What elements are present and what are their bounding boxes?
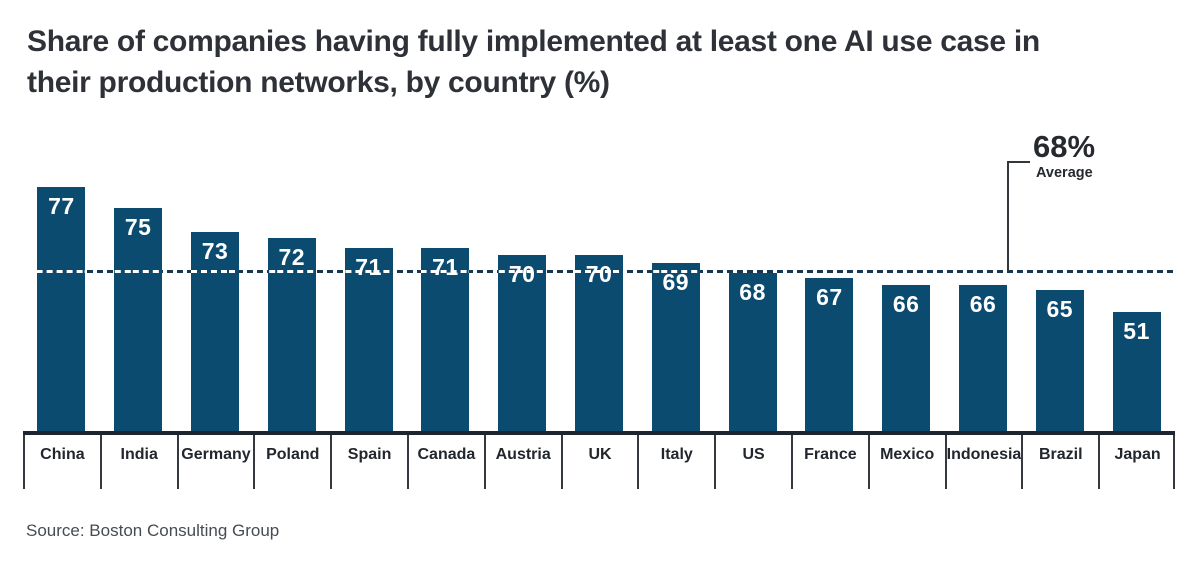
category-label: UK: [588, 446, 612, 463]
bar-value-label: 75: [124, 214, 152, 240]
bar-value-label: 71: [355, 254, 382, 280]
chart-title-line-1: Share of companies having fully implemen…: [27, 25, 1040, 58]
bar-germany: 73: [191, 232, 239, 431]
category-label: China: [40, 446, 85, 463]
category-label: Brazil: [1039, 446, 1083, 463]
bar-value-label: 68: [739, 279, 766, 305]
annotation-connector-vertical-line: [1007, 161, 1009, 271]
bar-value-label: 67: [816, 284, 843, 310]
bar-spain: 71: [344, 248, 393, 431]
average-value-label: 68%: [1033, 129, 1096, 164]
category-cell-france: France: [791, 435, 868, 489]
category-cell-india: India: [99, 435, 177, 489]
bar-value-label: 72: [278, 244, 306, 270]
category-cell-austria: Austria: [483, 435, 561, 489]
bar-china: 77: [37, 187, 86, 431]
average-caption: Average: [1036, 165, 1093, 181]
category-label: Indonesia: [946, 446, 1022, 463]
category-label: Japan: [1114, 446, 1161, 463]
category-label: India: [120, 446, 158, 463]
category-label: Poland: [266, 446, 320, 463]
average-line-bar-segment: [344, 270, 393, 273]
category-label: Germany: [181, 446, 251, 463]
chart-area: 77 75 73 72 71 71 70 70 69 68 67 66 66 65 51 China Indi…: [23, 0, 1175, 568]
average-line-bar-segment: [267, 270, 316, 273]
category-cell-italy: Italy: [637, 435, 714, 489]
category-label: Spain: [347, 446, 392, 463]
category-cell-end-separator: [1173, 435, 1175, 489]
bar-value-label: 70: [508, 261, 536, 287]
category-cell-brazil: Brazil: [1021, 435, 1098, 489]
chart-title-line-2: their production networks, by country (%…: [27, 66, 610, 99]
bar-value-label: 51: [1123, 318, 1150, 344]
average-line-bar-segment: [498, 270, 547, 273]
bar-indonesia: 66: [959, 285, 1007, 431]
category-label: Canada: [417, 446, 476, 463]
bar-brazil: 65: [1035, 290, 1084, 431]
average-line-bar-segment: [421, 270, 470, 273]
bar-value-label: 73: [201, 238, 229, 264]
annotation-connector-horizontal-line: [1007, 161, 1030, 163]
bar-value-label: 66: [969, 291, 997, 317]
bar-uk: 70: [575, 255, 623, 431]
category-label: Mexico: [880, 446, 935, 463]
category-cell-canada: Canada: [407, 435, 484, 489]
source-note: Source: Boston Consulting Group: [26, 521, 280, 540]
bar-france: 67: [805, 278, 854, 431]
axis-baseline: [23, 431, 1175, 435]
category-cell-uk: UK: [560, 435, 638, 489]
bar-austria: 70: [498, 255, 547, 431]
bar-mexico: 66: [882, 285, 931, 431]
category-label: Italy: [660, 446, 693, 463]
bar-japan: 51: [1112, 312, 1161, 431]
bar-value-label: 71: [432, 254, 459, 280]
category-cell-japan: Japan: [1098, 435, 1175, 489]
bar-value-label: 69: [662, 269, 690, 295]
average-line-bar-segment: [191, 270, 239, 273]
bar-canada: 71: [421, 248, 470, 431]
bar-india: 75: [114, 208, 163, 431]
average-line-bar-segment: [114, 270, 163, 273]
category-cell-china: China: [23, 435, 100, 489]
bar-value-label: 77: [48, 193, 75, 219]
category-cell-poland: Poland: [253, 435, 330, 489]
chart-title: Share of companies having fully implemen…: [27, 21, 1167, 103]
category-cell-us: US: [714, 435, 791, 489]
bar-poland: 72: [267, 238, 316, 431]
category-cell-spain: Spain: [330, 435, 407, 489]
bar-value-label: 65: [1046, 296, 1074, 322]
category-label: Austria: [495, 446, 551, 463]
average-line-bar-segment: [37, 270, 86, 273]
category-label: US: [742, 446, 765, 463]
category-label: France: [804, 446, 857, 463]
category-cell-germany: Germany: [176, 435, 254, 489]
bar-us: 68: [728, 273, 777, 431]
category-cell-indonesia: Indonesia: [944, 435, 1022, 489]
bar-italy: 69: [651, 263, 700, 431]
average-line-bar-segment: [651, 270, 700, 273]
average-line-bar-segment: [575, 270, 623, 273]
bar-value-label: 70: [585, 261, 613, 287]
bar-value-label: 66: [892, 291, 920, 317]
category-cell-mexico: Mexico: [867, 435, 945, 489]
